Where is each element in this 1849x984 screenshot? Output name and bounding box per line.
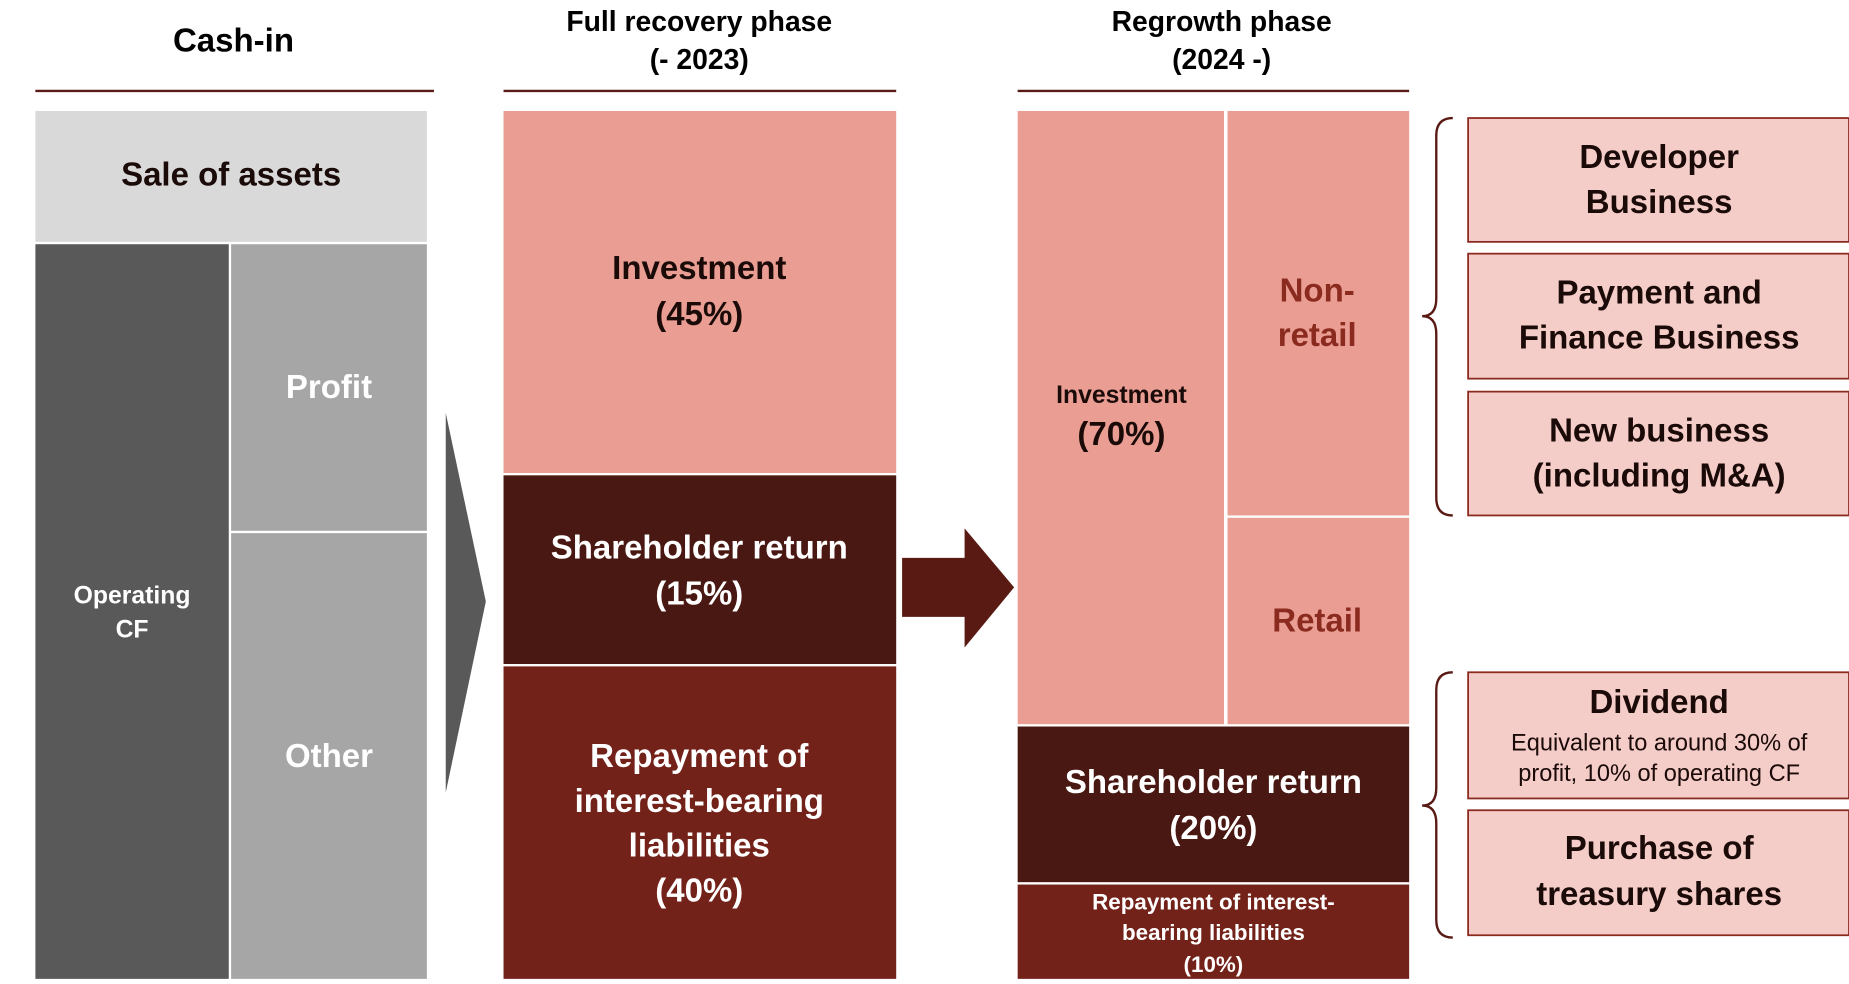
- header: (- 2023): [650, 43, 749, 75]
- box: [1467, 809, 1849, 937]
- label: retail: [1278, 316, 1357, 353]
- label: bearing liabilities: [1122, 920, 1305, 945]
- label: Shareholder return: [551, 528, 848, 565]
- label: Repayment of: [590, 737, 809, 774]
- block: [503, 110, 897, 473]
- label: Business: [1586, 183, 1733, 220]
- label: Retail: [1272, 601, 1362, 638]
- label: (45%): [655, 295, 743, 332]
- block: [1017, 110, 1225, 725]
- label: Profit: [286, 368, 372, 405]
- shapes: [35, 89, 1849, 979]
- box: [1467, 671, 1849, 800]
- labels: Cash-in Full recovery phase (- 2023) Reg…: [74, 5, 1808, 977]
- note: profit, 10% of operating CF: [1518, 760, 1800, 786]
- block: [1227, 110, 1410, 516]
- arrow: [902, 528, 1015, 648]
- block: [231, 533, 427, 979]
- label: (70%): [1077, 415, 1165, 452]
- box: [1467, 117, 1849, 243]
- label: Purchase of: [1565, 829, 1755, 866]
- label: Operating: [74, 582, 191, 609]
- label: Repayment of interest-: [1092, 889, 1335, 914]
- block: [1017, 726, 1410, 883]
- block: [231, 244, 427, 531]
- label: (15%): [655, 574, 743, 611]
- header: Cash-in: [173, 21, 294, 58]
- label: New business: [1549, 412, 1769, 449]
- label: Finance Business: [1519, 318, 1800, 355]
- header: (2024 -): [1172, 43, 1271, 75]
- note: Equivalent to around 30% of: [1511, 729, 1808, 755]
- label: treasury shares: [1536, 875, 1782, 912]
- block: [35, 110, 427, 242]
- block: [503, 666, 897, 979]
- label: (40%): [655, 872, 743, 909]
- label: (10%): [1184, 952, 1244, 977]
- block: [1227, 517, 1410, 725]
- label: Non-: [1280, 271, 1355, 308]
- label: (20%): [1169, 809, 1257, 846]
- header: Full recovery phase: [566, 5, 832, 37]
- label: liabilities: [629, 827, 770, 864]
- block: [1017, 884, 1410, 979]
- label: Investment: [612, 249, 786, 286]
- header: Regrowth phase: [1112, 5, 1332, 37]
- label: (including M&A): [1533, 456, 1786, 493]
- label: Investment: [1056, 382, 1187, 409]
- block: [35, 244, 229, 979]
- label: CF: [116, 617, 149, 644]
- label: Sale of assets: [121, 156, 341, 193]
- label: Shareholder return: [1065, 763, 1362, 800]
- box: [1467, 252, 1849, 380]
- label: Other: [285, 737, 373, 774]
- label: Payment and: [1556, 274, 1761, 311]
- block: [503, 475, 897, 665]
- brace: [1422, 116, 1453, 517]
- label: Developer: [1579, 138, 1739, 175]
- label: interest-bearing: [575, 782, 824, 819]
- brace: [1422, 671, 1453, 939]
- label: Dividend: [1589, 683, 1728, 720]
- box: [1467, 390, 1849, 517]
- chevron: [445, 412, 486, 793]
